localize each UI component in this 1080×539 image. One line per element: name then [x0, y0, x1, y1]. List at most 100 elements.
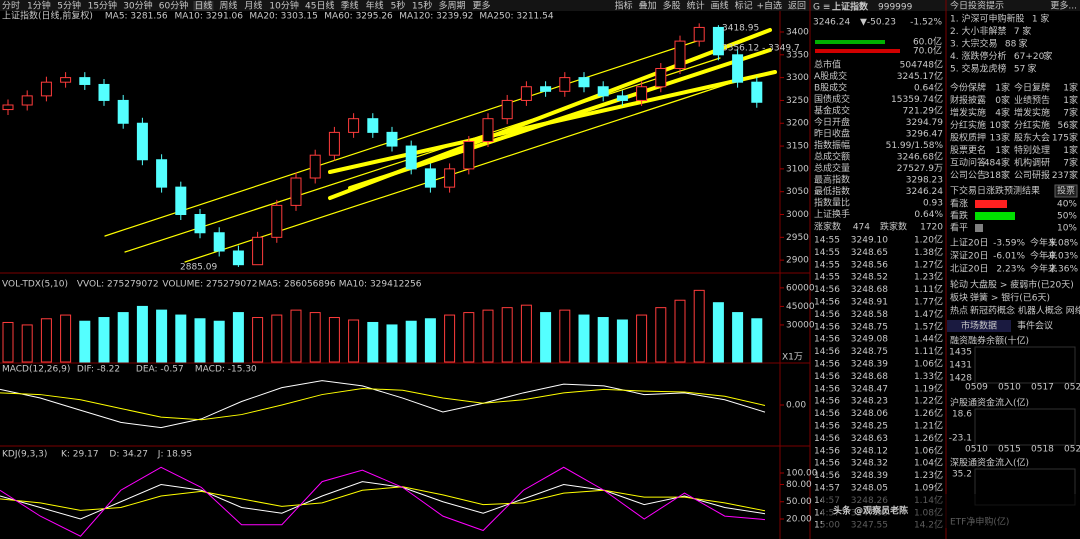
stat-label: 基金成交 — [814, 105, 850, 117]
candle-body — [655, 67, 667, 88]
menu-item[interactable]: 标记 — [735, 0, 753, 12]
legend-entry: D: 34.27 — [109, 450, 148, 460]
trade-price: 3248.32 — [851, 459, 888, 469]
tab[interactable]: 事件会议 — [1017, 320, 1053, 332]
menu-item[interactable]: 返回 — [788, 0, 806, 12]
volume-bar — [175, 314, 187, 363]
menu-item[interactable]: 10分钟 — [269, 0, 298, 12]
menu-item[interactable]: 月线 — [244, 0, 262, 12]
tip-count: 237家 — [1052, 169, 1078, 181]
candle-body — [136, 122, 148, 161]
volume-bar — [386, 324, 398, 363]
poll-label: 50% — [1057, 212, 1077, 222]
candle-body — [712, 26, 724, 56]
menu-item[interactable]: 30分钟 — [123, 0, 152, 12]
tip-count: 13家 — [990, 132, 1010, 144]
tip-label: 分红实施 — [1014, 119, 1050, 131]
trade-time: 14:56 — [814, 434, 840, 444]
trade-volume: 1.77亿 — [914, 296, 943, 308]
trade-price: 3248.52 — [851, 273, 888, 283]
quote-change: ▼-50.23 — [860, 18, 896, 28]
volume-bar — [252, 317, 264, 363]
index-label: 今年来 — [1030, 250, 1057, 262]
volume-bar — [597, 317, 609, 363]
menu-item[interactable]: 1分钟 — [27, 0, 51, 12]
stat-label: 总市值 — [814, 59, 841, 71]
more-link[interactable]: 更多... — [1050, 0, 1077, 12]
vote-button-label[interactable]: 投票 — [1057, 185, 1075, 197]
trade-time: 14:56 — [814, 384, 840, 394]
menu-item[interactable]: 季线 — [341, 0, 359, 12]
candle-body — [367, 118, 379, 133]
candle-body — [2, 104, 14, 111]
menu-item[interactable]: 15分钟 — [88, 0, 117, 12]
volume-bar — [136, 305, 148, 363]
breadth-label: 跌家数 — [880, 221, 907, 233]
vote-button[interactable] — [1054, 184, 1078, 198]
tip-item[interactable]: 3. 大宗交易 — [950, 38, 997, 50]
menu-item[interactable]: 5秒 — [391, 0, 406, 12]
menu-item[interactable]: 周线 — [219, 0, 237, 12]
trade-time: 14:55 — [814, 260, 840, 270]
menu-item[interactable]: 叠加 — [639, 1, 657, 12]
sector-value: 新冠药概念 机器人概念 网络游 — [970, 305, 1080, 317]
stat-label: 上证换手 — [814, 208, 850, 220]
trade-volume: 1.06亿 — [914, 358, 943, 370]
tip-unit: 家 — [1040, 13, 1049, 25]
menu-item[interactable]: 60分钟 — [159, 0, 188, 12]
y-tick-label: 0.00 — [786, 401, 806, 411]
tip-item[interactable]: 5. 交易龙虎榜 — [950, 63, 1006, 75]
volume-bar — [60, 314, 72, 363]
volume-bar — [213, 320, 225, 363]
trade-time: 14:57 — [814, 484, 840, 494]
chart-title: 上证指数(日线,前复权) — [2, 10, 93, 22]
tip-item[interactable]: 4. 涨跌停分析 — [950, 50, 1006, 62]
menu-item[interactable]: 画线 — [711, 0, 729, 12]
volume-bar — [424, 318, 436, 363]
volume-bar — [79, 320, 91, 363]
menu-item[interactable]: 年线 — [366, 0, 384, 12]
tip-unit: 家 — [1043, 50, 1052, 62]
legend-entry: MA5: 3281.56 — [105, 12, 168, 22]
menu-item[interactable]: 日线 — [194, 0, 212, 12]
tip-count: 56家 — [1058, 119, 1078, 131]
menu-item[interactable]: 15秒 — [412, 0, 432, 12]
legend-entry: J: 18.95 — [157, 450, 192, 460]
tip-label: 特别处理 — [1014, 144, 1050, 156]
menu-item[interactable]: +自选 — [756, 0, 782, 12]
y-tick-label: 3000 — [786, 210, 809, 220]
stat-label: B股成交 — [814, 82, 847, 94]
tip-item[interactable]: 2. 大小非解禁 — [950, 25, 1006, 37]
tip-count: 175家 — [1052, 132, 1078, 144]
quote-price: 3246.24 — [813, 18, 850, 28]
menu-item[interactable]: 5分钟 — [57, 0, 81, 12]
trade-volume: 1.26亿 — [914, 407, 943, 419]
tip-label: 互动问答 — [950, 157, 986, 169]
stat-value: 3245.17亿 — [897, 70, 943, 82]
menu-item[interactable]: 分时 — [2, 0, 20, 12]
trade-time: 14:56 — [814, 347, 840, 357]
index-label: 深证20日 — [950, 251, 988, 262]
menu-item[interactable]: 多股 — [663, 0, 681, 12]
indicator-line — [0, 387, 766, 421]
index-change: -3.59% — [993, 239, 1025, 249]
menu-item[interactable]: 多周期 — [439, 0, 466, 12]
tab-active[interactable] — [947, 320, 1011, 332]
tab[interactable]: 市场数据 — [961, 320, 997, 332]
tip-item[interactable]: 1. 沪深可申购新股 — [950, 13, 1024, 25]
trade-time: 14:55 — [814, 273, 840, 283]
menu-item[interactable]: 更多 — [473, 0, 491, 12]
trade-time: 14:56 — [814, 322, 840, 332]
menu-item[interactable]: 指标 — [615, 0, 633, 12]
volume-bar — [693, 289, 705, 363]
stat-value: 721.29亿 — [903, 105, 944, 117]
menu-item[interactable]: 45日线 — [305, 0, 334, 12]
index-label: 北证20日 — [950, 264, 988, 275]
menu-item[interactable]: 统计 — [687, 0, 705, 12]
trade-price: 3248.68 — [851, 372, 888, 382]
index-label: 今年来 — [1030, 237, 1057, 249]
y-tick-label: 3400 — [786, 27, 809, 37]
trade-volume: 1.09亿 — [914, 482, 943, 494]
trade-volume: 1.27亿 — [914, 258, 943, 270]
